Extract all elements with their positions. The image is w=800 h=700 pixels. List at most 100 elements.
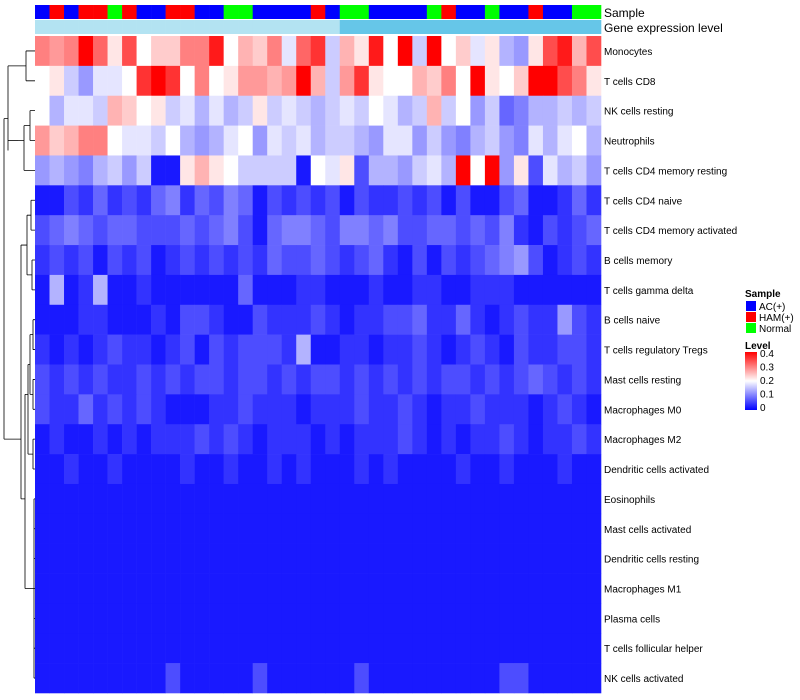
heatmap-cell: [528, 155, 544, 186]
heatmap-cell: [49, 603, 65, 634]
heatmap-cell: [296, 513, 312, 544]
heatmap-cell: [513, 95, 529, 126]
heatmap-cell: [455, 483, 471, 515]
expression-annotation-cell: [281, 20, 297, 34]
heatmap-cell: [441, 663, 457, 694]
heatmap-cell: [325, 155, 341, 186]
heatmap-cell: [441, 215, 457, 246]
heatmap-cell: [136, 543, 152, 574]
heatmap-cell: [165, 125, 181, 156]
heatmap-cell: [209, 573, 224, 604]
heatmap-cell: [122, 155, 137, 186]
legend-level-tick: 0.3: [760, 363, 774, 374]
expression-annotation-cell: [528, 20, 544, 34]
heatmap-cell: [542, 394, 558, 425]
heatmap-cell: [586, 215, 602, 246]
heatmap-cell: [557, 573, 573, 604]
expression-annotation-cell: [49, 20, 65, 34]
heatmap-cell: [78, 573, 94, 604]
heatmap-cell: [267, 185, 283, 216]
legend-sample-swatch: [746, 301, 756, 311]
heatmap-cell: [93, 603, 108, 634]
heatmap-cell: [542, 185, 558, 216]
heatmap-cell: [484, 334, 500, 365]
heatmap-cell: [499, 364, 515, 395]
heatmap-cell: [571, 185, 587, 216]
heatmap-cell: [165, 633, 181, 664]
heatmap-cell: [441, 95, 457, 126]
heatmap-cell: [383, 513, 399, 544]
heatmap-cell: [35, 454, 50, 485]
heatmap-cell: [49, 245, 65, 276]
heatmap-cell: [107, 424, 123, 455]
row-label: Mast cells resting: [604, 375, 681, 386]
expression-annotation-cell: [223, 20, 239, 34]
heatmap-cell: [528, 663, 544, 694]
heatmap-cell: [528, 364, 544, 395]
heatmap-cell: [49, 543, 65, 574]
heatmap-cell: [426, 274, 442, 306]
heatmap-cell: [136, 36, 152, 67]
heatmap-cell: [180, 633, 195, 664]
heatmap-cell: [281, 215, 297, 246]
heatmap-cell: [281, 603, 297, 634]
heatmap-cell: [35, 633, 50, 664]
heatmap-cell: [571, 394, 587, 425]
heatmap-cell: [165, 245, 181, 276]
heatmap-cell: [49, 36, 65, 67]
heatmap-cell: [484, 454, 500, 485]
heatmap-cell: [296, 274, 312, 306]
heatmap-cell: [542, 364, 558, 395]
heatmap-cell: [281, 125, 297, 156]
heatmap-cell: [35, 573, 50, 604]
heatmap-cell: [238, 603, 253, 634]
heatmap-cell: [252, 424, 268, 455]
heatmap-cell: [310, 364, 326, 395]
heatmap-cell: [455, 364, 471, 395]
heatmap-cell: [397, 245, 413, 276]
heatmap-cell: [281, 245, 297, 276]
heatmap-cell: [180, 95, 195, 126]
sample-annotation-cell: [223, 5, 239, 19]
heatmap-cell: [368, 125, 384, 156]
expression-annotation-cell: [180, 20, 195, 34]
heatmap-cell: [281, 663, 297, 694]
heatmap-cell: [368, 573, 384, 604]
heatmap-cell: [586, 603, 602, 634]
heatmap-cell: [136, 155, 152, 186]
heatmap-cell: [571, 304, 587, 335]
heatmap-cell: [426, 65, 442, 97]
heatmap-cell: [528, 304, 544, 335]
heatmap-cell: [528, 334, 544, 365]
sample-annotation-cell: [35, 5, 50, 19]
heatmap-cell: [267, 334, 283, 365]
heatmap-cell: [397, 543, 413, 574]
heatmap-cell: [252, 155, 268, 186]
heatmap-cell: [354, 36, 370, 67]
heatmap-cell: [35, 603, 50, 634]
heatmap-cell: [557, 95, 573, 126]
heatmap-cell: [354, 125, 370, 156]
heatmap-cell: [136, 424, 152, 455]
heatmap-cell: [238, 454, 253, 485]
heatmap-cell: [513, 334, 529, 365]
heatmap-cell: [238, 513, 253, 544]
heatmap-cell: [35, 185, 50, 216]
heatmap-cell: [194, 424, 210, 455]
heatmap-cell: [339, 274, 355, 306]
heatmap-cell: [397, 603, 413, 634]
heatmap-cell: [310, 36, 326, 67]
heatmap-cell: [267, 454, 283, 485]
heatmap-cell: [35, 364, 50, 395]
heatmap-cell: [499, 513, 515, 544]
row-label: T cells follicular helper: [604, 644, 703, 655]
expression-annotation-cell: [441, 20, 457, 34]
heatmap-cell: [441, 543, 457, 574]
heatmap-cell: [397, 65, 413, 97]
heatmap-cell: [78, 483, 94, 515]
sample-annotation-cell: [180, 5, 195, 19]
heatmap-cell: [441, 334, 457, 365]
heatmap-cell: [383, 274, 399, 306]
heatmap-cell: [64, 543, 79, 574]
heatmap-cell: [470, 513, 486, 544]
